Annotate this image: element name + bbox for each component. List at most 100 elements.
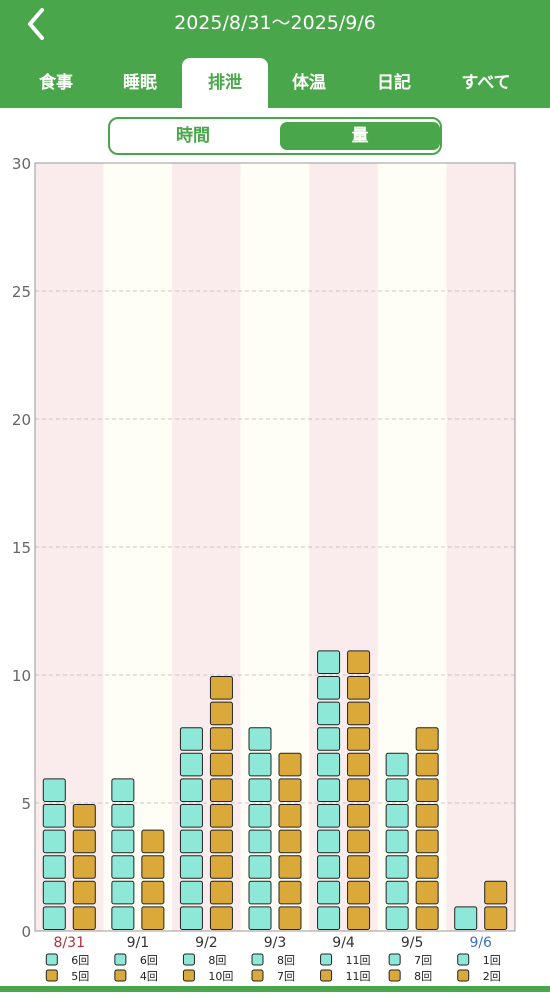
count-legend-swatch [388, 953, 401, 966]
count-label: 8回 [414, 970, 432, 983]
bar-unit-s2 [209, 880, 233, 905]
bar-unit-s1 [111, 880, 135, 905]
count-label: 6回 [71, 954, 89, 967]
bar-unit-s1 [179, 778, 203, 803]
tab-bar: 食事 睡眠 排泄 体温 日記 すべて [0, 58, 550, 108]
x-tick-label: 9/3 [264, 935, 287, 951]
count-legend-swatch [182, 953, 195, 966]
bar-unit-s1 [317, 752, 341, 777]
bar-unit-s2 [278, 855, 302, 879]
bar-unit-s2 [209, 701, 233, 726]
count-label: 10回 [208, 970, 233, 983]
y-tick-label: 10 [12, 667, 31, 685]
y-tick-label: 25 [12, 283, 31, 301]
bar-unit-s1 [248, 804, 272, 828]
bar-unit-s1 [248, 906, 272, 931]
bar-unit-s2 [209, 855, 233, 879]
count-legend-swatch [45, 969, 58, 982]
bar-unit-s2 [278, 829, 302, 854]
x-tick-label: 9/5 [401, 935, 424, 951]
bar-unit-s2 [415, 880, 439, 905]
bar-unit-s1 [42, 804, 66, 828]
bar-unit-s1 [317, 804, 341, 828]
bar-unit-s1 [42, 855, 66, 879]
toggle-amount-button[interactable]: 量 [280, 122, 440, 150]
bar-unit-s2 [415, 804, 439, 828]
bar-unit-s1 [179, 829, 203, 854]
bar-unit-s2 [484, 880, 508, 905]
y-tick-label: 5 [21, 795, 31, 813]
bar-unit-s1 [179, 727, 203, 751]
bar-unit-s1 [111, 829, 135, 854]
back-arrow-icon[interactable] [18, 6, 54, 42]
bar-unit-s1 [317, 701, 341, 726]
bar-unit-s2 [209, 727, 233, 751]
count-label: 11回 [346, 954, 371, 967]
view-toggle: 時間 量 [108, 117, 442, 155]
bar-unit-s1 [179, 804, 203, 828]
bar-unit-s1 [42, 906, 66, 931]
bar-unit-s1 [111, 778, 135, 803]
tab-meal[interactable]: 食事 [39, 73, 73, 93]
date-range-title: 2025/8/31〜2025/9/6 [174, 12, 376, 34]
bar-unit-s2 [72, 880, 96, 905]
count-label: 8回 [208, 954, 226, 967]
tab-all[interactable]: すべて [461, 73, 511, 93]
bar-unit-s1 [248, 727, 272, 751]
count-legend-swatch [457, 969, 470, 982]
count-label: 4回 [140, 970, 158, 983]
bar-unit-s1 [317, 650, 341, 675]
count-legend-swatch [182, 969, 195, 982]
x-tick-label: 8/31 [54, 935, 85, 951]
count-label: 7回 [414, 954, 432, 967]
bar-unit-s1 [317, 880, 341, 905]
bar-unit-s1 [248, 752, 272, 777]
bar-unit-s2 [415, 752, 439, 777]
bar-unit-s1 [42, 778, 66, 803]
tab-diary[interactable]: 日記 [377, 73, 411, 93]
bar-unit-s1 [179, 880, 203, 905]
bar-unit-s1 [248, 880, 272, 905]
tab-excretion[interactable]: 排泄 [182, 58, 268, 108]
bar-unit-s2 [415, 778, 439, 803]
bar-unit-s2 [141, 906, 165, 931]
bar-unit-s2 [347, 855, 371, 879]
bar-unit-s1 [179, 906, 203, 931]
bar-unit-s1 [317, 727, 341, 751]
bar-unit-s2 [347, 778, 371, 803]
bar-unit-s2 [141, 880, 165, 905]
count-label: 5回 [71, 970, 89, 983]
bar-unit-s1 [248, 778, 272, 803]
bar-unit-s2 [415, 855, 439, 879]
y-tick-label: 20 [12, 411, 31, 429]
bar-unit-s1 [42, 880, 66, 905]
count-legend-swatch [320, 969, 333, 982]
tab-sleep[interactable]: 睡眠 [123, 73, 157, 93]
header-bar: 2025/8/31〜2025/9/6 食事 睡眠 排泄 体温 日記 すべて [0, 0, 550, 108]
count-label: 2回 [483, 970, 501, 983]
x-tick-label: 9/4 [332, 935, 355, 951]
bar-unit-s2 [278, 906, 302, 931]
bar-unit-s1 [111, 906, 135, 931]
x-tick-label: 9/6 [469, 935, 492, 951]
bar-unit-s1 [317, 906, 341, 931]
toggle-time-button[interactable]: 時間 [176, 126, 210, 146]
bar-unit-s2 [72, 906, 96, 931]
bar-unit-s2 [347, 701, 371, 726]
bar-unit-s2 [278, 778, 302, 803]
bar-unit-s2 [347, 727, 371, 751]
bar-unit-s2 [347, 804, 371, 828]
count-legend-swatch [388, 969, 401, 982]
tab-temperature[interactable]: 体温 [292, 73, 326, 93]
count-label: 7回 [277, 970, 295, 983]
bar-unit-s2 [209, 906, 233, 931]
bar-unit-s2 [484, 906, 508, 931]
count-label: 1回 [483, 954, 501, 967]
bar-unit-s2 [347, 829, 371, 854]
bar-unit-s2 [347, 676, 371, 700]
bar-unit-s1 [179, 855, 203, 879]
bar-unit-s2 [347, 752, 371, 777]
bar-unit-s1 [111, 855, 135, 879]
bar-unit-s1 [248, 855, 272, 879]
